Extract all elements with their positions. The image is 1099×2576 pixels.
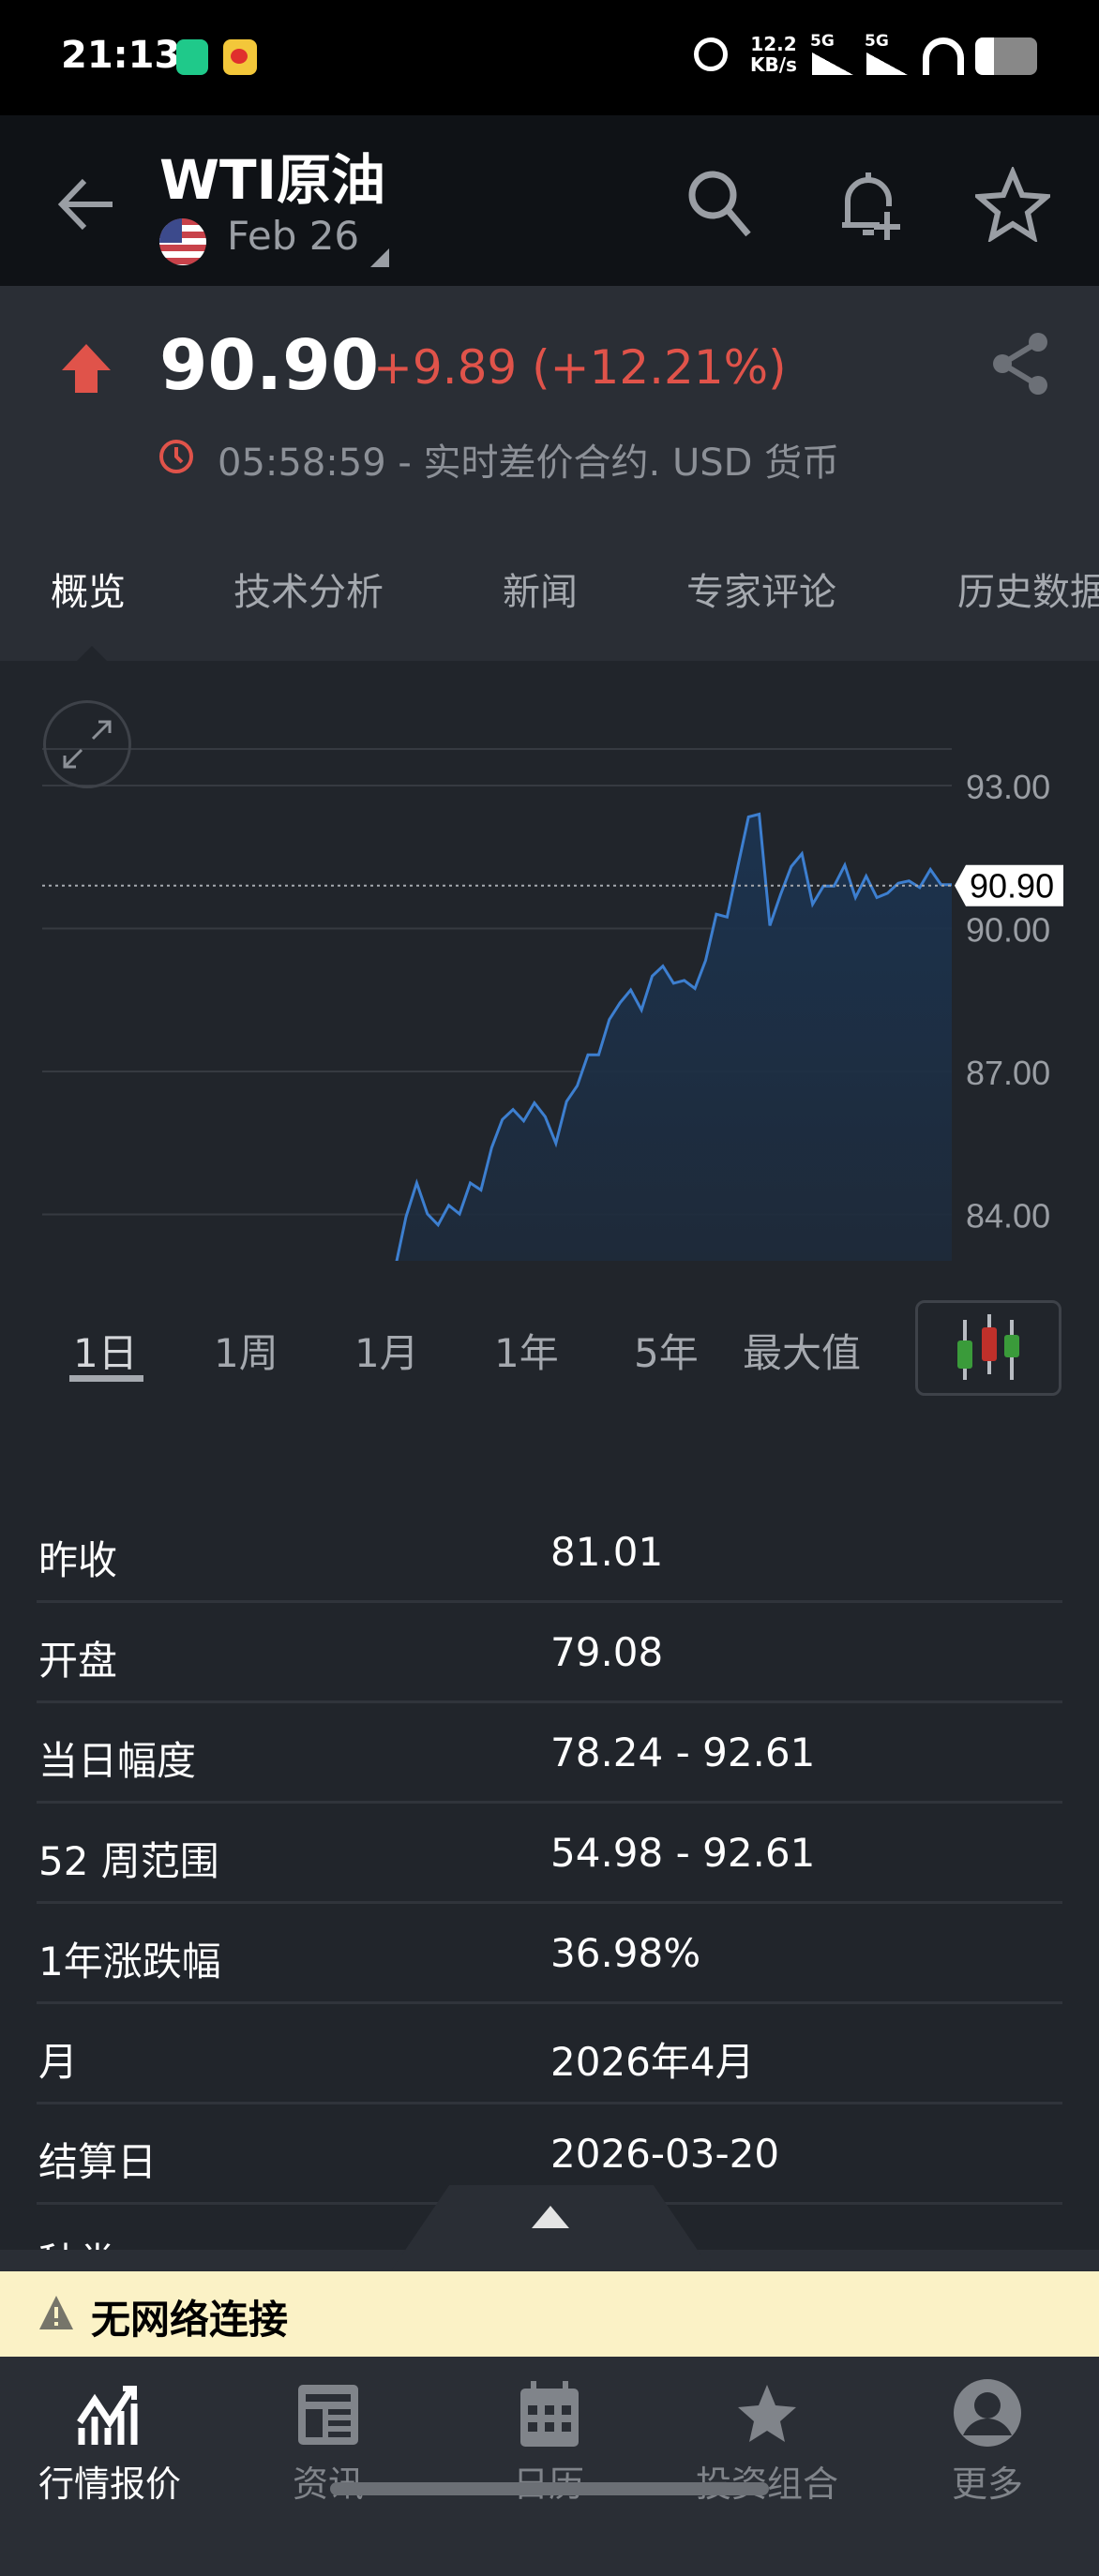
offline-banner: 无网络连接 (0, 2271, 1099, 2357)
star-icon (738, 2385, 796, 2442)
y-tick-label: 87.00 (966, 1054, 1050, 1092)
y-tick-label: 90.00 (966, 910, 1050, 949)
expand-icon (63, 720, 112, 769)
user-icon (954, 2379, 1021, 2447)
app-header: WTI原油 Feb 26 (0, 115, 1099, 286)
stat-label: 52 周范围 (38, 1838, 219, 1884)
period-1y[interactable]: 1年 (494, 1330, 559, 1376)
tab-technical[interactable]: 技术分析 (233, 571, 384, 614)
nav-label: 行情报价 (38, 2464, 181, 2505)
last-price: 90.90 (159, 325, 380, 406)
signal-label-2: 5G (865, 32, 889, 51)
status-bar: 21:13 12.2 KB/s 5G 5G (0, 0, 1099, 115)
stat-label: 当日幅度 (38, 1738, 197, 1784)
stat-row: 1年涨跌幅 36.98% (37, 1904, 1062, 2004)
tab-overview[interactable]: 概览 (51, 571, 126, 614)
stat-row: 52 周范围 54.98 - 92.61 (37, 1804, 1062, 1904)
stat-row: 当日幅度 78.24 - 92.61 (37, 1703, 1062, 1804)
stat-label: 月 (38, 2039, 79, 2085)
up-arrow-icon (62, 344, 111, 393)
stat-value: 2026年4月 (550, 2039, 755, 2085)
tab-news[interactable]: 新闻 (503, 571, 578, 614)
battery-icon (975, 37, 1037, 75)
tab-analysis[interactable]: 专家评论 (686, 571, 836, 614)
stat-value: 81.01 (550, 1529, 664, 1575)
stat-row: 月 2026年4月 (37, 2004, 1062, 2104)
stat-label: 开盘 (38, 1638, 118, 1684)
signal-label-1: 5G (810, 32, 835, 51)
back-arrow-icon[interactable] (56, 173, 118, 235)
news-icon (298, 2385, 358, 2445)
quote-time-info: 05:58:59 - 实时差价合约. USD 货币 (218, 442, 840, 485)
expand-chart-button[interactable] (43, 700, 131, 788)
last-price-label: 90.90 (970, 867, 1054, 906)
chevron-up-icon[interactable] (532, 2206, 569, 2228)
warning-icon (39, 2296, 73, 2329)
home-indicator[interactable] (330, 2482, 769, 2495)
nav-label: 日历 (455, 2455, 642, 2507)
stat-row: 开盘 79.08 (37, 1603, 1062, 1703)
stat-value: 36.98% (550, 1930, 701, 1976)
chart-icon (77, 2386, 138, 2445)
net-speed: 12.2 KB/s (750, 34, 797, 75)
favorite-star-icon[interactable] (975, 167, 1050, 242)
stat-label: 昨收 (38, 1537, 118, 1583)
share-icon[interactable] (989, 331, 1051, 397)
period-1d[interactable]: 1日 (73, 1330, 138, 1376)
us-flag-icon (159, 218, 206, 265)
period-1w[interactable]: 1周 (214, 1330, 279, 1376)
signal-icon-2 (866, 52, 908, 75)
nav-label: 资讯 (292, 2464, 364, 2505)
quote-panel: 90.90 +9.89 (+12.21%) 05:58:59 - 实时差价合约.… (0, 286, 1099, 509)
stat-value: 79.08 (550, 1629, 664, 1675)
calendar-icon (520, 2381, 579, 2447)
net-speed-value: 12.2 (750, 33, 797, 55)
tab-history[interactable]: 历史数据 (957, 571, 1099, 614)
stat-value: 54.98 - 92.61 (550, 1830, 816, 1876)
signal-icon (812, 52, 853, 75)
clock-icon (159, 440, 193, 473)
banner-text: 无网络连接 (91, 2297, 289, 2343)
last-price-tag (955, 864, 1063, 906)
dropdown-triangle-icon[interactable] (370, 248, 389, 267)
search-icon[interactable] (685, 167, 756, 242)
add-alert-icon[interactable] (835, 167, 910, 246)
active-tab-indicator (77, 646, 107, 661)
stat-label: 1年涨跌幅 (38, 1939, 221, 1984)
y-tick-label: 93.00 (966, 768, 1050, 806)
nav-label: 投资组合 (673, 2455, 861, 2507)
period-5y[interactable]: 5年 (634, 1330, 699, 1376)
price-change: +9.89 (+12.21%) (373, 340, 787, 395)
price-chart[interactable]: 93.0090.0087.0084.0081.0078.0010:0014:30… (0, 661, 1099, 1540)
status-time: 21:13 (61, 34, 181, 77)
weibo-icon (223, 39, 257, 75)
y-tick-label: 84.00 (966, 1196, 1050, 1235)
period-underline (69, 1375, 143, 1382)
page-title: WTI原油 (159, 148, 386, 212)
candlestick-icon (957, 1314, 1019, 1380)
bottom-nav: 行情报价 资讯 日历 投资组合 更多 (0, 2357, 1099, 2576)
area-fill (42, 814, 952, 1520)
chart-canvas[interactable]: 93.0090.0087.0084.0081.0078.0010:0014:30… (0, 661, 1099, 1540)
period-1m[interactable]: 1月 (354, 1330, 419, 1376)
stat-value: 2026-03-20 (550, 2131, 780, 2177)
candlestick-toggle-button[interactable] (915, 1300, 1061, 1396)
stat-row: 昨收 81.01 (37, 1503, 1062, 1603)
alarm-icon (694, 37, 728, 71)
contract-selector[interactable]: Feb 26 (227, 213, 360, 259)
app-notification-icon (176, 39, 208, 75)
period-max[interactable]: 最大值 (743, 1330, 862, 1376)
wifi-icon (923, 37, 964, 75)
net-speed-unit: KB/s (750, 53, 797, 76)
section-tabs: 概览 技术分析 新闻 专家评论 历史数据 (0, 509, 1099, 661)
stat-label: 结算日 (38, 2139, 158, 2185)
nav-label: 更多 (951, 2464, 1023, 2505)
stat-value: 78.24 - 92.61 (550, 1730, 816, 1775)
